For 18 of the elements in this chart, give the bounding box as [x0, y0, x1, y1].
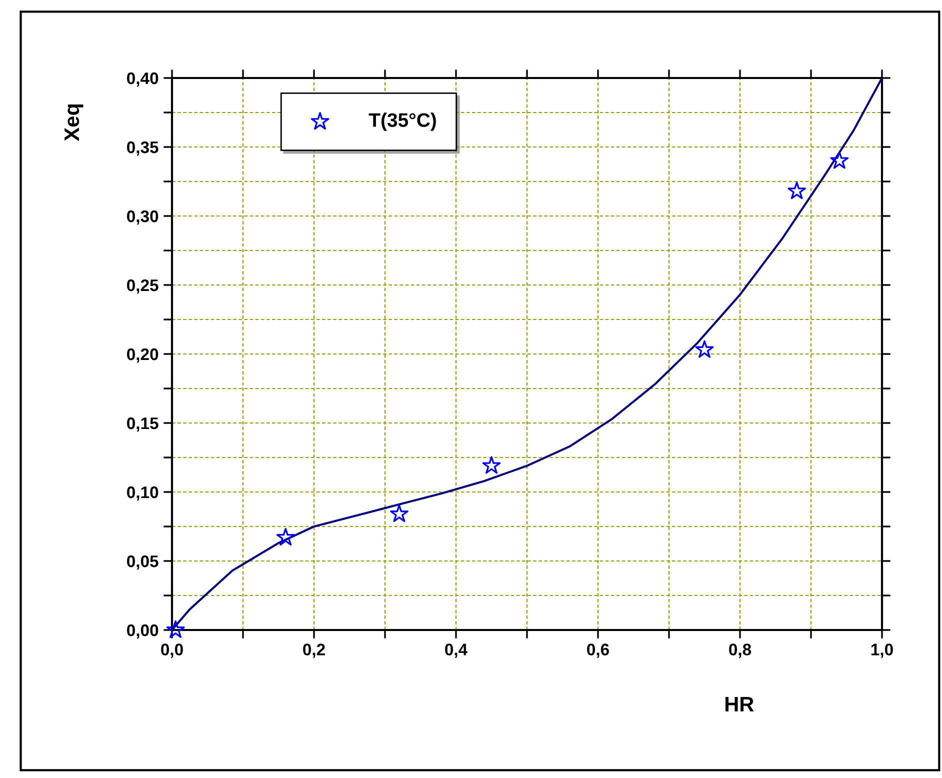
x-tick-label: 0,0 — [161, 644, 183, 658]
y-tick-label: 0,35 — [127, 141, 158, 156]
y-tick-label: 0,15 — [127, 417, 158, 432]
y-tick-label: 0,20 — [127, 348, 158, 363]
legend-label: T(35°C) — [368, 112, 436, 131]
y-tick-label: 0,25 — [127, 279, 158, 294]
x-tick-label: 0,4 — [445, 644, 468, 658]
x-tick-label: 0,6 — [587, 644, 609, 658]
y-tick-label: 0,00 — [127, 624, 158, 639]
y-tick-label: 0,30 — [127, 210, 158, 225]
x-tick-label: 0,2 — [303, 644, 325, 658]
y-tick-label: 0,05 — [127, 555, 158, 570]
y-tick-label: 0,40 — [127, 72, 158, 87]
y-tick-label: 0,10 — [127, 486, 158, 501]
x-tick-label: 0,8 — [729, 644, 752, 658]
y-axis-title: Xeq — [64, 104, 84, 142]
x-tick-label: 1,0 — [871, 644, 893, 658]
x-axis-title: HR — [726, 697, 754, 712]
